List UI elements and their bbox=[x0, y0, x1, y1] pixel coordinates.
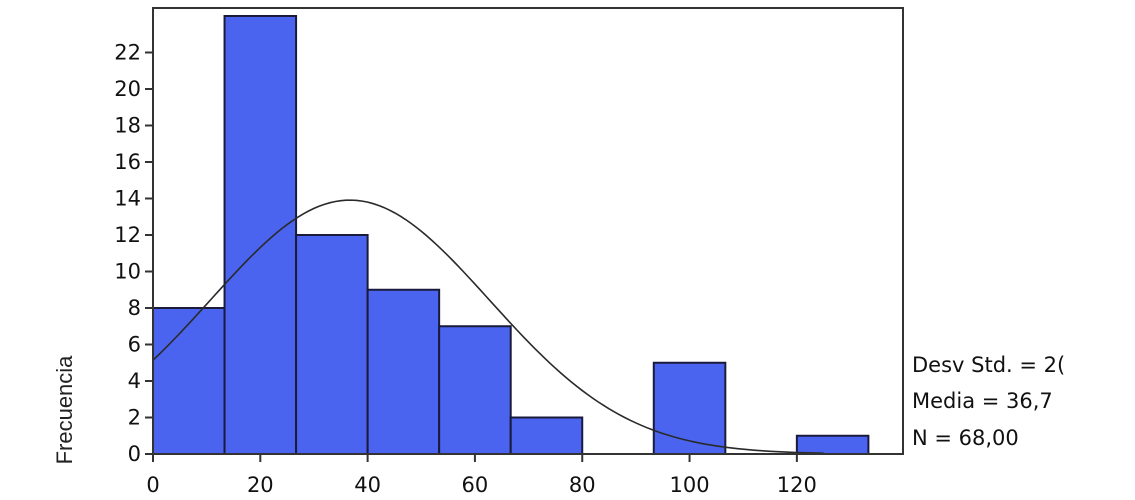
normal-curve bbox=[152, 199, 824, 455]
y-tick-label: 8 bbox=[128, 296, 141, 320]
y-axis-label: Frecuencia bbox=[52, 355, 77, 465]
y-tick-label: 22 bbox=[114, 41, 141, 65]
x-tick-label: 40 bbox=[354, 473, 381, 497]
stats-box: Desv Std. = 2( Media = 36,7 N = 68,00 bbox=[912, 353, 1065, 450]
x-tick-label: 60 bbox=[462, 473, 489, 497]
stats-line: Media = 36,7 bbox=[912, 389, 1053, 413]
histogram-bar bbox=[152, 307, 226, 455]
y-tick-label: 12 bbox=[114, 223, 141, 247]
y-tick-label: 6 bbox=[128, 333, 141, 357]
y-tick-label: 20 bbox=[114, 77, 141, 101]
stats-line: Desv Std. = 2( bbox=[912, 353, 1065, 377]
x-tick-label: 100 bbox=[670, 473, 710, 497]
y-axis: 0 2 4 6 8 10 12 14 16 18 20 22 bbox=[114, 41, 153, 466]
histogram-bar bbox=[509, 416, 584, 455]
x-tick-label: 80 bbox=[569, 473, 596, 497]
y-tick-label: 4 bbox=[128, 369, 141, 393]
histogram-bar bbox=[795, 434, 870, 455]
histogram-bar bbox=[295, 234, 369, 455]
stats-line: N = 68,00 bbox=[912, 426, 1019, 450]
plot-frame bbox=[152, 7, 904, 455]
x-tick-label: 0 bbox=[146, 473, 159, 497]
x-tick-label: 20 bbox=[247, 473, 274, 497]
y-tick-label: 18 bbox=[114, 114, 141, 138]
y-tick-label: 10 bbox=[114, 260, 141, 284]
histogram-bar bbox=[438, 325, 512, 455]
y-tick-label: 16 bbox=[114, 150, 141, 174]
x-axis: 0 20 40 60 80 100 120 bbox=[146, 454, 817, 497]
histogram-bar bbox=[223, 15, 298, 455]
y-tick-label: 0 bbox=[128, 442, 141, 466]
histogram-bar bbox=[366, 288, 441, 455]
y-tick-label: 2 bbox=[128, 406, 141, 430]
x-tick-label: 120 bbox=[777, 473, 817, 497]
y-tick-label: 14 bbox=[114, 187, 141, 211]
histogram-bar bbox=[652, 361, 727, 455]
bars-group bbox=[152, 15, 870, 455]
